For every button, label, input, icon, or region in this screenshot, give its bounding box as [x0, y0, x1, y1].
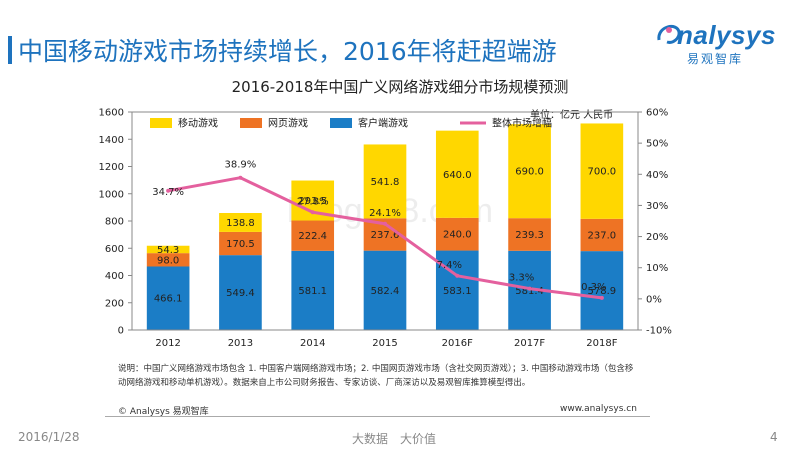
x-tick-label: 2014 [300, 338, 325, 349]
bar-value-label: 237.6 [371, 230, 400, 241]
logo-text: nalysys [677, 20, 776, 50]
footer-divider [105, 416, 650, 417]
bar-value-label: 541.8 [371, 177, 400, 188]
bar-segment [146, 245, 190, 254]
growth-point [383, 221, 387, 226]
y-left-tick-label: 1000 [99, 189, 124, 200]
bar-segment [435, 217, 479, 251]
x-tick-label: 2016F [442, 338, 473, 349]
bar-segment [580, 123, 624, 219]
growth-point [599, 295, 604, 300]
slide-title: 中国移动游戏市场持续增长，2016年将赶超端游 [18, 37, 557, 66]
logo-swoosh-icon [657, 24, 681, 44]
growth-value-label: 3.3% [509, 273, 534, 284]
bar-segment [219, 255, 262, 330]
growth-point [166, 188, 171, 193]
copyright-text: © Analysys 易观智库 [118, 407, 209, 417]
bar-segment [508, 218, 551, 251]
y-left-tick-label: 0 [118, 326, 124, 337]
legend-swatch [240, 118, 262, 128]
x-tick-label: 2012 [155, 338, 180, 349]
logo-subtitle: 易观智库 [687, 52, 744, 66]
y-right-tick-label: 20% [646, 232, 668, 243]
bar-segment [435, 130, 479, 218]
chart-title: 2016-2018年中国广义网络游戏细分市场规模预测 [231, 78, 569, 96]
bar-value-label: 239.3 [515, 230, 544, 241]
bar-segment [363, 250, 407, 330]
bar-segment [580, 251, 624, 330]
y-right-tick-label: 0% [646, 294, 662, 305]
growth-value-label: 24.1% [369, 208, 401, 219]
growth-value-label: 0.3% [581, 282, 606, 293]
y-left-tick-label: 1200 [99, 162, 124, 173]
bar-segment [146, 266, 190, 330]
growth-value-label: 34.7% [152, 187, 184, 198]
growth-point [527, 286, 532, 291]
y-right-tick-label: 60% [646, 108, 668, 119]
bar-value-label: 581.4 [515, 286, 544, 297]
chart-notes: 说明：中国广义网络游戏市场包含 1. 中国客户端网络游戏市场；2. 中国网页游戏… [118, 364, 634, 388]
bar-value-label: 138.8 [226, 218, 255, 229]
bar-value-label: 549.4 [226, 288, 255, 299]
legend-label: 移动游戏 [178, 117, 218, 130]
growth-value-label: 38.9% [225, 160, 257, 171]
bar-value-label: 700.0 [588, 167, 617, 178]
legend-label: 网页游戏 [268, 117, 308, 130]
title-accent-bar [8, 36, 12, 64]
x-tick-label: 2015 [372, 338, 397, 349]
y-right-tick-label: 50% [646, 139, 668, 150]
growth-point [455, 273, 460, 278]
y-right-tick-label: 40% [646, 170, 668, 181]
bar-segment [291, 250, 335, 330]
y-right-tick-label: 10% [646, 263, 668, 274]
footer-date: 2016/1/28 [18, 430, 80, 444]
legend-label: 整体市场增幅 [492, 117, 552, 130]
growth-value-label: 7.4% [437, 260, 462, 271]
bar-value-label: 240.0 [443, 230, 472, 241]
bar-segment [291, 220, 335, 251]
legend-label: 客户端游戏 [358, 117, 408, 130]
bar-value-label: 690.0 [515, 167, 544, 178]
y-left-tick-label: 600 [105, 244, 124, 255]
bar-value-label: 222.4 [298, 231, 327, 242]
footer-slogan: 大数据 大价值 [352, 432, 437, 446]
bar-value-label: 170.5 [226, 239, 255, 250]
bar-segment [363, 144, 407, 219]
unit-label: 单位：亿元 人民币 [530, 110, 614, 121]
y-left-tick-label: 1400 [99, 135, 124, 146]
page-number: 4 [770, 430, 778, 444]
y-right-tick-label: 30% [646, 201, 668, 212]
growth-point [310, 210, 315, 215]
bar-value-label: 293.5 [298, 196, 327, 207]
bar-value-label: 578.9 [588, 286, 617, 297]
x-tick-label: 2018F [586, 338, 617, 349]
bar-value-label: 98.0 [157, 255, 179, 266]
bar-segment [146, 253, 190, 267]
analysys-logo: nalysys 易观智库 [655, 18, 785, 68]
website-url: www.analysys.cn [560, 404, 637, 414]
legend-swatch [330, 118, 352, 128]
growth-value-label: 27.8% [297, 196, 329, 207]
bar-value-label: 466.1 [154, 294, 183, 305]
bar-segment [219, 231, 262, 256]
y-left-tick-label: 200 [105, 298, 124, 309]
x-tick-label: 2017F [514, 338, 545, 349]
bar-segment [580, 218, 624, 252]
x-tick-label: 2013 [228, 338, 253, 349]
legend-swatch [150, 118, 172, 128]
y-right-tick-label: -10% [646, 326, 672, 337]
y-left-tick-label: 400 [105, 271, 124, 282]
y-left-tick-label: 1600 [99, 108, 124, 119]
y-left-tick-label: 800 [105, 217, 124, 228]
bar-value-label: 237.0 [588, 230, 617, 241]
growth-point [238, 175, 243, 180]
bar-segment [219, 213, 262, 232]
bar-segment [508, 124, 551, 219]
bar-value-label: 583.1 [443, 286, 472, 297]
bar-value-label: 582.4 [371, 286, 400, 297]
bar-value-label: 581.1 [298, 286, 327, 297]
bar-value-label: 640.0 [443, 170, 472, 181]
bar-value-label: 54.3 [157, 245, 179, 256]
